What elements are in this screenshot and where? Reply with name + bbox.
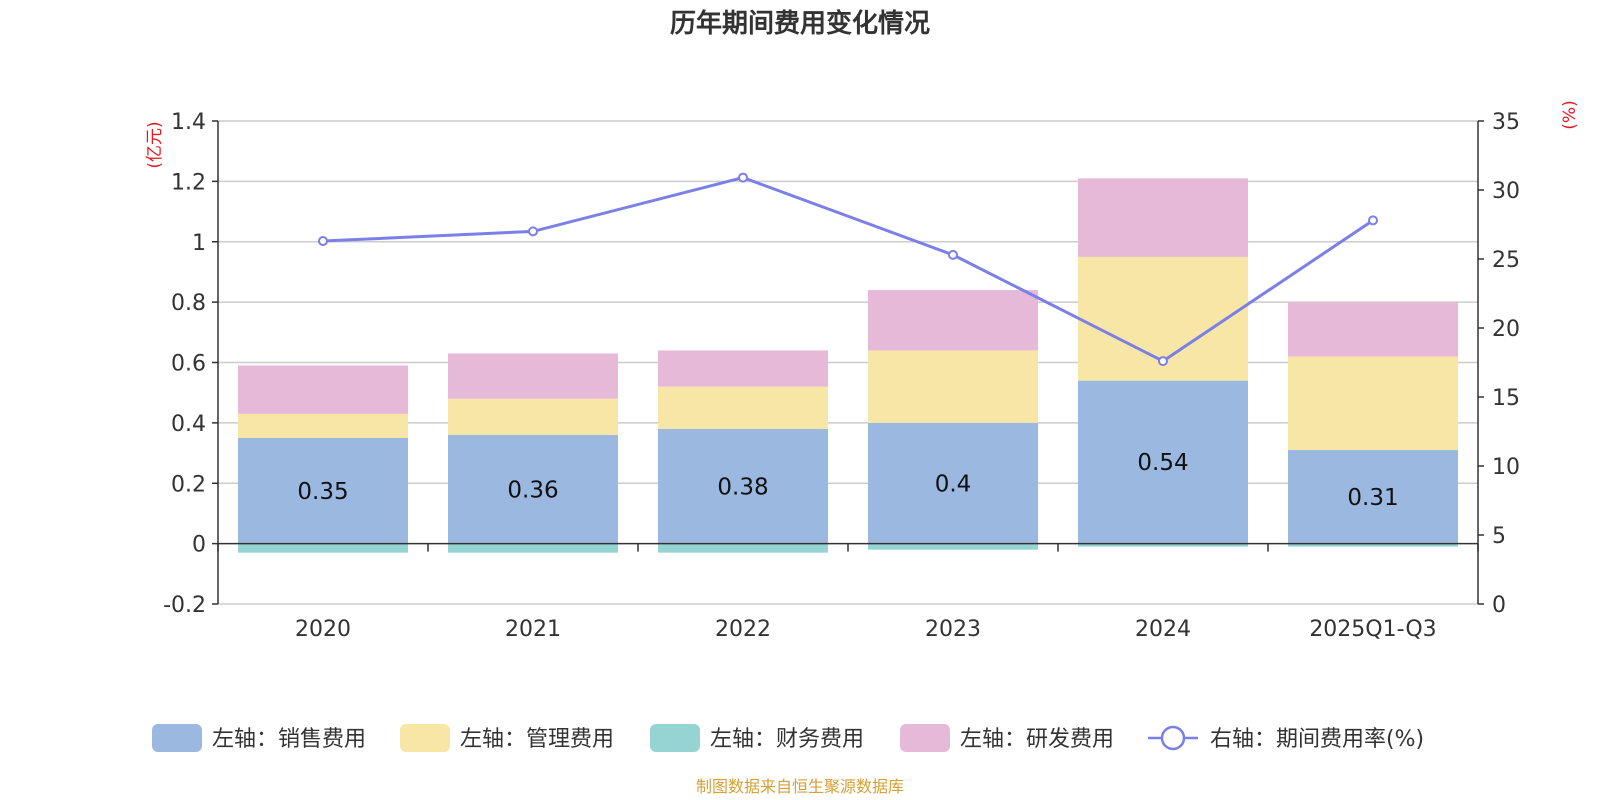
left-tick-label: 1.2 xyxy=(171,170,206,195)
rate-line xyxy=(318,172,1378,367)
bar-segment-3-1 xyxy=(448,353,618,399)
left-tick-label: 0.4 xyxy=(171,412,206,437)
bar-data-label: 0.31 xyxy=(1347,485,1398,511)
bars xyxy=(238,178,1458,553)
left-axis-unit: (亿元) xyxy=(145,121,165,168)
bar-data-label: 0.4 xyxy=(935,471,972,497)
chart-title: 历年期间费用变化情况 xyxy=(670,8,930,39)
bar-segment-1-3 xyxy=(868,350,1038,423)
legend-swatch xyxy=(152,724,202,752)
rate-line-point xyxy=(318,236,328,247)
legend: 左轴：销售费用 左轴：管理费用 左轴：财务费用 左轴：研发费用 右轴：期间费用率(%) xyxy=(152,724,1424,752)
bar-segment-2-4 xyxy=(1078,543,1248,547)
bar-segment-2-1 xyxy=(448,543,618,553)
bar-segment-2-0 xyxy=(238,543,408,553)
right-tick-label: 15 xyxy=(1492,386,1520,411)
bar-segment-1-5 xyxy=(1288,356,1458,451)
x-tick-label: 2022 xyxy=(715,617,771,642)
bar-segment-3-3 xyxy=(868,290,1038,351)
rate-line-point xyxy=(1158,356,1168,367)
right-tick-label: 5 xyxy=(1492,524,1506,549)
bar-segment-0-5 xyxy=(1288,450,1458,544)
legend-swatch xyxy=(900,724,950,752)
bar-segment-0-2 xyxy=(658,428,828,544)
bar-segment-0-0 xyxy=(238,437,408,544)
bar-segment-3-0 xyxy=(238,365,408,414)
bar-data-label: 0.36 xyxy=(507,477,558,503)
legend-swatch xyxy=(400,724,450,752)
rate-line-path xyxy=(322,176,1374,363)
right-tick-label: 35 xyxy=(1492,110,1520,135)
rate-line-point xyxy=(1368,215,1378,226)
legend-line-marker xyxy=(1160,725,1186,751)
bar-segment-2-3 xyxy=(868,543,1038,550)
bar-segment-1-0 xyxy=(238,413,408,438)
x-tick-label: 2023 xyxy=(925,617,981,642)
legend-label: 左轴：研发费用 xyxy=(960,727,1114,752)
bar-segment-1-1 xyxy=(448,398,618,435)
axes: -0.2 0 0.2 0.4 0.6 0.8 1 1.2 1.4 0 5 10 15 20 25 30 35 20… xyxy=(163,110,1520,642)
right-tick-label: 20 xyxy=(1492,317,1520,342)
right-tick-label: 0 xyxy=(1492,593,1506,618)
bar-segment-3-2 xyxy=(658,350,828,387)
left-tick-label: 0.2 xyxy=(171,472,206,497)
x-tick-label: 2024 xyxy=(1135,617,1191,642)
left-tick-label: 0.6 xyxy=(171,352,206,377)
bar-data-label: 0.38 xyxy=(717,474,768,500)
legend-label: 右轴：期间费用率(%) xyxy=(1210,727,1424,752)
left-tick-label: 0 xyxy=(192,533,206,558)
bar-segment-3-5 xyxy=(1288,302,1458,357)
left-tick-label: 1.4 xyxy=(171,110,206,135)
legend-label: 左轴：管理费用 xyxy=(460,727,614,752)
x-tick-label: 2021 xyxy=(505,617,561,642)
bar-data-label: 0.35 xyxy=(297,479,348,505)
data-labels: 0.35 0.36 0.38 0.4 0.54 0.31 xyxy=(297,450,1398,511)
bar-data-label: 0.54 xyxy=(1137,450,1188,476)
right-tick-label: 30 xyxy=(1492,179,1520,204)
rate-line-point xyxy=(738,172,748,183)
left-tick-label: 1 xyxy=(192,231,206,256)
x-tick-label: 2020 xyxy=(295,617,351,642)
left-tick-label: 0.8 xyxy=(171,291,206,316)
legend-label: 左轴：销售费用 xyxy=(212,727,366,752)
bar-segment-1-2 xyxy=(658,386,828,429)
legend-label: 左轴：财务费用 xyxy=(710,727,864,752)
gridlines xyxy=(218,120,1478,605)
bar-segment-0-1 xyxy=(448,434,618,544)
right-tick-label: 10 xyxy=(1492,455,1520,480)
bar-segment-3-4 xyxy=(1078,178,1248,257)
right-axis-unit: (%) xyxy=(1560,100,1580,129)
bar-segment-2-5 xyxy=(1288,543,1458,547)
bar-segment-0-4 xyxy=(1078,380,1248,544)
bar-segment-0-3 xyxy=(868,422,1038,544)
legend-swatch xyxy=(650,724,700,752)
bar-segment-2-2 xyxy=(658,543,828,553)
rate-line-point xyxy=(948,249,958,260)
rate-line-point xyxy=(528,226,538,237)
x-tick-label: 2025Q1-Q3 xyxy=(1309,617,1436,642)
left-tick-label: -0.2 xyxy=(163,593,206,618)
right-tick-label: 25 xyxy=(1492,248,1520,273)
source-note: 制图数据来自恒生聚源数据库 xyxy=(696,777,904,796)
